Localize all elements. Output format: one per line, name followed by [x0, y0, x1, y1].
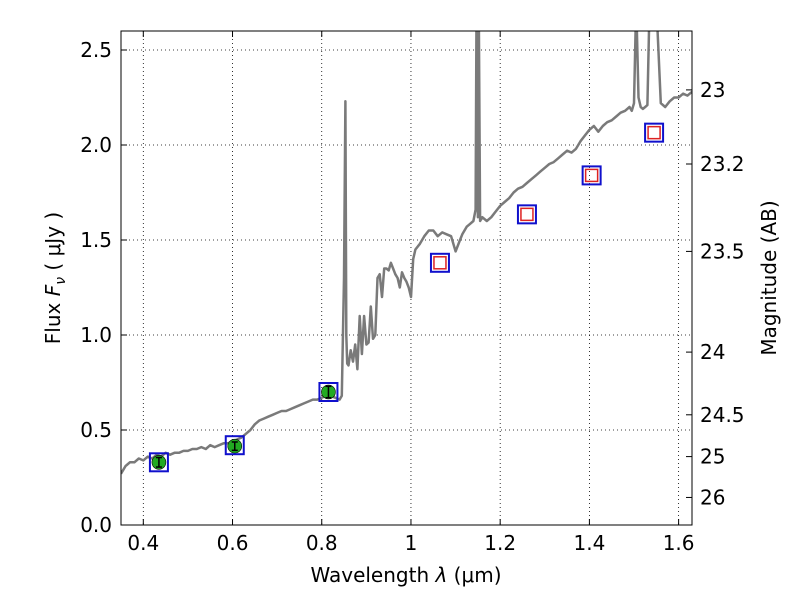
plot-frame: [120, 30, 693, 526]
y-tick-label: 0.0: [80, 513, 112, 537]
y-tick-label: 2.5: [80, 38, 112, 62]
y-tick-label: 1.0: [80, 323, 112, 347]
y-tick-label: 0.5: [80, 418, 112, 442]
magnitude-tick-label: 24: [700, 340, 725, 364]
model-photometry-marker: [429, 252, 450, 273]
upper-limit-marker: [433, 256, 447, 270]
x-tick-label: 1.2: [484, 531, 516, 555]
upper-limit-marker: [584, 168, 599, 183]
magnitude-axis-ticks: 23 23.2 23.5 24 24.5 25 26: [686, 78, 745, 509]
photometry-markers: [148, 122, 665, 473]
x-tick-label: 0.6: [217, 531, 249, 555]
upper-limit-marker: [520, 207, 534, 222]
y-tick-label: 2.0: [80, 133, 112, 157]
sed-model-line: [121, 31, 692, 475]
magnitude-tick-label: 24.5: [700, 403, 745, 427]
model-photometry-marker: [224, 435, 245, 456]
y-axis-ticks: 0.0 0.5 1.0 1.5 2.0 2.5: [80, 38, 127, 537]
model-photometry-marker: [581, 165, 602, 186]
x-tick-label: 1.6: [663, 531, 695, 555]
x-tick-label: 0.8: [306, 531, 338, 555]
x-axis-label: Wavelength λ (μm): [310, 563, 501, 587]
x-tick-label: 1.4: [573, 531, 605, 555]
y-axis-label: Flux Fν ( μJy ): [41, 212, 69, 344]
model-photometry-marker: [644, 122, 665, 143]
x-tick-label: 0.4: [127, 531, 159, 555]
y-tick-label: 1.5: [80, 228, 112, 252]
magnitude-tick-label: 25: [700, 445, 725, 469]
x-axis-ticks: 0.4 0.6 0.8 1 1.2 1.4 1.6: [127, 31, 695, 555]
model-photometry-marker: [516, 204, 537, 225]
magnitude-tick-label: 26: [700, 485, 725, 509]
magnitude-tick-label: 23.5: [700, 239, 745, 263]
magnitude-tick-label: 23: [700, 78, 725, 102]
model-photometry-marker: [148, 452, 169, 473]
plot-area: [121, 31, 692, 475]
magnitude-tick-label: 23.2: [700, 152, 745, 176]
model-photometry-marker: [318, 382, 339, 402]
grid-lines: [121, 31, 692, 526]
magnitude-axis-label: Magnitude (AB): [757, 200, 781, 355]
upper-limit-marker: [647, 125, 661, 140]
x-tick-label: 1: [405, 531, 418, 555]
